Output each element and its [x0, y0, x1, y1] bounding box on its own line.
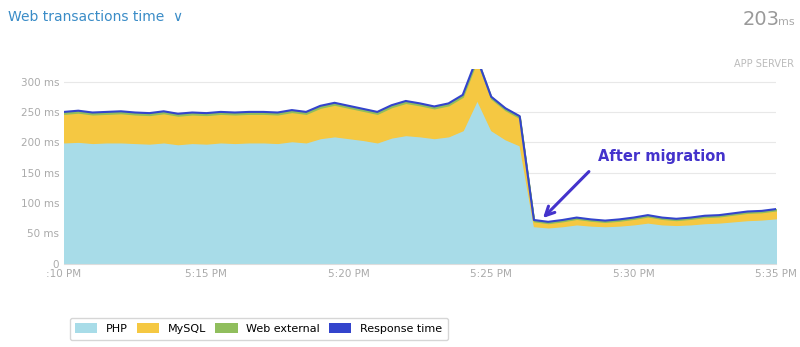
Text: Web transactions time  ∨: Web transactions time ∨: [8, 10, 183, 24]
Text: 203: 203: [743, 10, 780, 29]
Text: After migration: After migration: [598, 149, 726, 163]
Text: APP SERVER: APP SERVER: [734, 59, 794, 69]
Text: ms: ms: [778, 17, 794, 27]
Legend: PHP, MySQL, Web external, Response time: PHP, MySQL, Web external, Response time: [70, 318, 448, 340]
